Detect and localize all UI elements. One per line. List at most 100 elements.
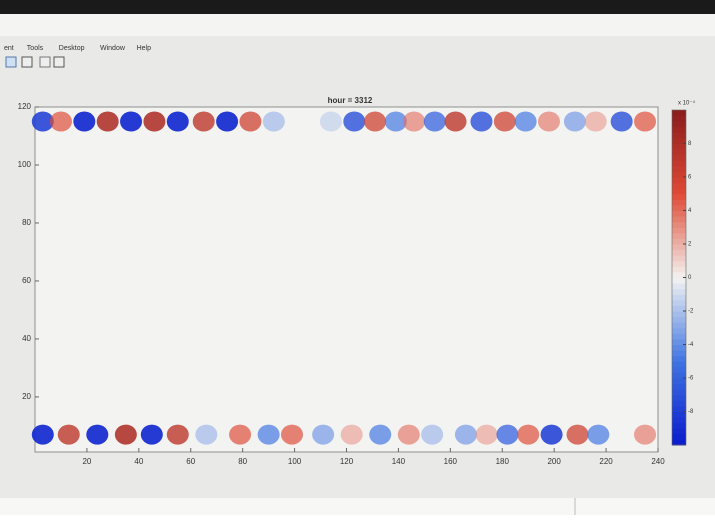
x-tick-label: 20 [82,457,91,466]
colorbar-band [672,227,686,233]
field-blob [320,111,342,131]
x-tick-label: 180 [496,457,510,466]
field-blob [634,111,656,131]
field-blob [32,425,54,445]
colorbar-band [672,188,686,194]
colorbar-band [672,283,686,289]
colorbar-band [672,278,686,284]
colorbar-band [672,132,686,138]
field-blob [341,425,363,445]
tool-icon[interactable] [6,57,16,67]
menu-item[interactable]: ent [4,45,14,52]
colorbar-band [672,177,686,183]
colorbar-band [672,361,686,367]
field-blob [312,425,334,445]
field-blob [143,111,165,131]
colorbar-band [672,367,686,373]
colorbar-band [672,266,686,272]
menu-item[interactable]: Desktop [59,45,85,52]
colorbar-band [672,255,686,261]
field-blob [494,111,516,131]
field-blob [515,111,537,131]
field-blob [229,425,251,445]
field-blob [141,425,163,445]
screen-bezel [0,0,715,14]
colorbar-band [672,199,686,205]
field-blob [403,111,425,131]
colorbar-band [672,244,686,250]
y-tick-label: 100 [18,160,32,169]
colorbar-tick-label: -4 [688,342,694,348]
x-tick-label: 240 [651,457,665,466]
field-blob [263,111,285,131]
field-blob [585,111,607,131]
colorbar-band [672,211,686,217]
colorbar-band [672,328,686,334]
menu-item[interactable]: Tools [27,45,44,52]
status-area [0,498,715,515]
field-blob [193,111,215,131]
colorbar-band [672,166,686,172]
field-blob [398,425,420,445]
colorbar-band [672,300,686,306]
y-tick-label: 20 [22,392,31,401]
colorbar-band [672,311,686,317]
field-blob [634,425,656,445]
menu-item[interactable]: Window [100,45,126,52]
field-blob [364,111,386,131]
colorbar-band [672,423,686,429]
field-blob [470,111,492,131]
colorbar-exponent: x 10⁻⁴ [678,100,696,107]
field-blob [517,425,539,445]
y-tick-label: 80 [22,218,31,227]
colorbar-band [672,412,686,418]
colorbar-tick-label: -8 [688,409,694,415]
colorbar-band [672,289,686,295]
colorbar-band [672,121,686,127]
x-tick-label: 220 [599,457,613,466]
field-blob [343,111,365,131]
y-tick-label: 120 [18,102,32,111]
field-blob [73,111,95,131]
colorbar-band [672,333,686,339]
colorbar-band [672,194,686,200]
field-blob [216,111,238,131]
field-blob [611,111,633,131]
tool-icon[interactable] [54,57,64,67]
tool-icon[interactable] [40,57,50,67]
field-blob [455,425,477,445]
field-blob [445,111,467,131]
field-blob [564,111,586,131]
x-tick-label: 160 [444,457,458,466]
x-tick-label: 80 [238,457,247,466]
field-blob [115,425,137,445]
field-blob [195,425,217,445]
x-tick-label: 100 [288,457,302,466]
field-blob [541,425,563,445]
x-tick-label: 140 [392,457,406,466]
colorbar-band [672,400,686,406]
screenshot: entToolsDesktopWindowHelp -8-6-4-202468 … [0,0,715,515]
field-blob [281,425,303,445]
x-tick-label: 40 [134,457,143,466]
colorbar-band [672,160,686,166]
x-tick-label: 200 [547,457,561,466]
colorbar-band [672,439,686,445]
colorbar-band [672,250,686,256]
y-tick-label: 40 [22,334,31,343]
colorbar-band [672,345,686,351]
colorbar-tick-label: -2 [688,309,694,315]
field-blob [476,425,498,445]
x-tick-label: 60 [186,457,195,466]
field-blob [58,425,80,445]
tool-icon[interactable] [22,57,32,67]
colorbar-band [672,434,686,440]
field-blob [50,111,72,131]
colorbar-band [672,428,686,434]
menu-item[interactable]: Help [137,45,152,52]
colorbar-band [672,350,686,356]
field-blob [421,425,443,445]
field-blob [167,111,189,131]
colorbar-band [672,222,686,228]
x-tick-label: 120 [340,457,354,466]
